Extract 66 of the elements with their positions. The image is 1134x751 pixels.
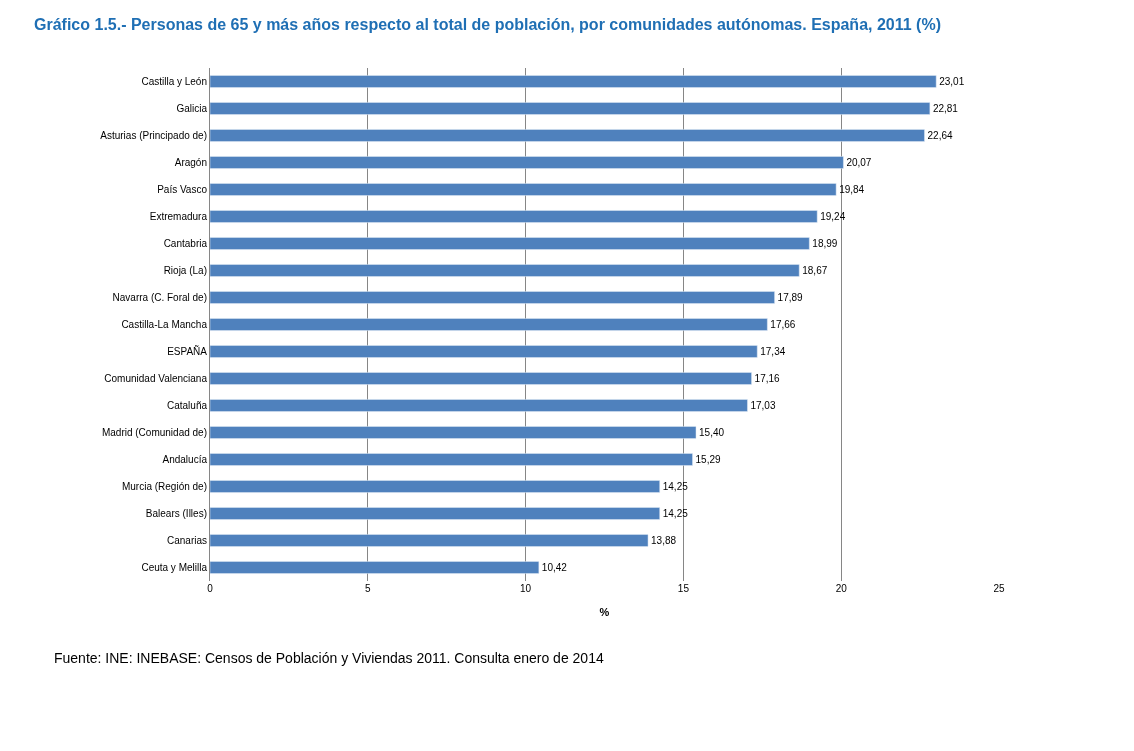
y-tick-label: Cataluña [166,400,208,411]
data-label: 15,40 [699,427,725,439]
bar [210,534,649,547]
data-label: 19,84 [839,184,865,195]
chart-title: Gráfico 1.5.- Personas de 65 y más años respecto al total de población, por comunidades autónomas. España, 2011 (%) [34,15,941,33]
x-axis-title: % [599,606,610,619]
y-tick-label: Aragón [174,157,207,168]
bar [210,480,660,493]
bar [210,237,810,250]
bar [210,75,937,88]
y-tick-label: Balears (Illes) [145,508,207,519]
data-label: 22,64 [927,130,953,142]
bar [210,561,540,574]
bar [210,507,660,520]
bar [210,264,800,277]
bar [210,399,748,412]
data-label: 19,24 [820,211,846,223]
y-tick-label: Asturias (Principado de) [100,130,207,141]
bar [210,129,925,142]
y-tick-label: Andalucía [162,454,208,465]
x-tick-label: 10 [520,583,532,594]
data-label: 18,99 [812,238,838,250]
bar [210,156,844,169]
y-tick-label: Ceuta y Melilla [141,562,208,573]
x-tick-label: 15 [677,583,690,594]
data-label: 20,07 [846,157,872,169]
data-label: 17,66 [770,319,796,331]
bar [210,183,837,196]
bar [210,345,758,358]
data-label: 17,16 [754,373,781,385]
y-tick-label: País Vasco [157,184,208,195]
source-note: Fuente: INE: INEBASE: Censos de Población y Viviendas 2011. Consulta enero de 2014 [54,650,604,666]
x-tick-label: 5 [365,583,372,594]
y-tick-label: Castilla y León [141,76,207,87]
y-tick-label: Extremadura [149,211,208,222]
data-label: 13,88 [651,534,677,546]
data-label: 18,67 [802,265,828,277]
x-tick-label: 20 [835,583,848,594]
data-label: 10,42 [541,561,568,573]
data-label: 17,89 [777,292,804,304]
bar [210,210,818,223]
bar [210,372,752,385]
data-label: 17,34 [760,346,786,358]
y-tick-label: Navarra (C. Foral de) [112,292,207,303]
bar [210,426,697,439]
data-label: 17,03 [750,400,776,412]
data-label: 22,81 [932,103,959,114]
x-tick-label: 25 [993,583,1005,594]
y-tick-label: Galicia [176,103,208,114]
x-tick-label: 0 [207,583,214,594]
y-tick-label: Rioja (La) [163,265,207,276]
bar [210,291,775,304]
bar [210,102,931,115]
y-tick-label: Madrid (Comunidad de) [101,427,207,438]
y-tick-label: Murcia (Región de) [121,481,207,492]
bar [210,453,693,466]
y-tick-label: ESPAÑA [167,345,208,357]
bar [210,318,768,331]
y-tick-label: Comunidad Valenciana [104,373,208,384]
data-label: 23,01 [939,76,965,87]
data-label: 14,25 [662,481,689,493]
y-tick-label: Canarias [166,535,207,546]
data-label: 14,25 [662,508,689,520]
y-tick-label: Castilla-La Mancha [121,319,208,330]
y-tick-label: Cantabria [163,238,208,249]
data-label: 15,29 [695,454,722,466]
